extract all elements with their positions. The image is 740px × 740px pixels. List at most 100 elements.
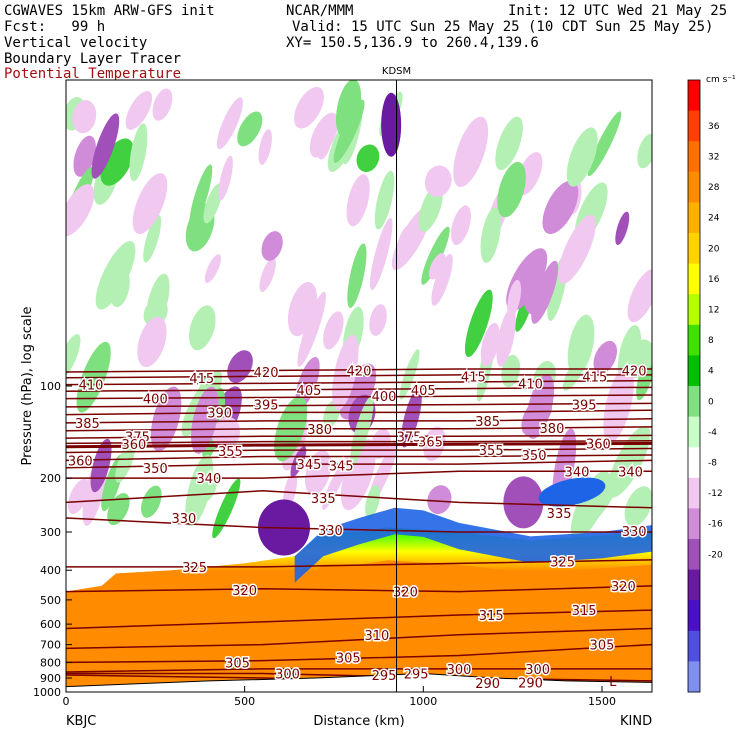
theta-label: 410: [79, 379, 104, 394]
header-line4-left: Boundary Layer Tracer: [4, 51, 182, 67]
theta-contour-395: [66, 402, 652, 408]
colorbar-swatch: [688, 630, 700, 662]
velocity-cell: [72, 100, 97, 134]
velocity-cell: [381, 92, 402, 157]
colorbar-tick-label: 12: [708, 306, 719, 316]
velocity-cell: [624, 486, 652, 527]
y-tick-label: 500: [40, 594, 61, 607]
velocity-cell: [97, 280, 115, 309]
theta-label: 300: [275, 667, 300, 682]
velocity-cell: [129, 123, 148, 182]
theta-label: 315: [479, 609, 504, 624]
colorbar-tick-label: 20: [708, 244, 720, 254]
theta-label: 305: [225, 656, 250, 671]
theta-contour-410: [66, 379, 652, 386]
theta-label: 360: [586, 437, 611, 452]
colorbar: 36 32 28 24 20 16 12 8 4 0 -4 -8 -12 -16 -20: [687, 79, 723, 693]
velocity-cell: [132, 173, 168, 235]
velocity-cell: [429, 252, 446, 280]
colorbar-frame: [687, 79, 701, 693]
colorbar-swatch: [688, 202, 700, 234]
colorbar-tick-label: -4: [708, 428, 717, 438]
velocity-cell: [189, 305, 216, 351]
theta-contour-400: [66, 394, 652, 400]
velocity-cell: [107, 493, 130, 526]
velocity-cell: [369, 304, 387, 336]
theta-label: 345: [329, 460, 354, 475]
theta-label: 385: [75, 417, 100, 432]
velocity-cell: [566, 127, 598, 187]
velocity-cell: [526, 374, 555, 439]
theta-label: 405: [297, 384, 322, 399]
colorbar-tick-label: 16: [708, 275, 720, 285]
theta-contour-390: [66, 409, 652, 416]
header-line1-left: CGWAVES 15km ARW-GFS init: [4, 3, 215, 19]
velocity-cell: [453, 116, 489, 187]
theta-contour-380: [66, 426, 652, 432]
velocity-cell: [365, 485, 381, 519]
x-tick-label: 0: [63, 695, 70, 708]
velocity-cell: [66, 334, 81, 381]
velocity-cell: [290, 446, 307, 477]
velocity-cell: [294, 86, 324, 129]
theta-contour-315: [66, 609, 652, 630]
theta-label: 340: [197, 472, 222, 487]
colorbar-tick-label: -20: [708, 550, 723, 560]
velocity-cell: [497, 161, 526, 218]
theta-contour-350: [66, 454, 652, 462]
velocity-cell: [212, 478, 241, 539]
y-tick-label: 900: [40, 672, 61, 685]
velocity-cell: [542, 180, 579, 235]
y-tick-label: 700: [40, 639, 61, 652]
velocity-cell: [567, 314, 595, 376]
header-line3-left: Vertical velocity: [4, 35, 148, 51]
theta-label: 330: [318, 524, 343, 539]
terrain: [66, 672, 652, 692]
theta-label: 295: [404, 667, 429, 682]
velocity-cell: [125, 91, 153, 130]
endpoint-right: KIND: [620, 714, 652, 729]
y-tick-label: 1000: [33, 686, 61, 699]
velocity-cell: [421, 226, 450, 285]
velocity-cell: [480, 207, 501, 263]
header-line2-right: Valid: 15 UTC Sun 25 May 25 (10 CDT Sun …: [292, 19, 714, 35]
pressure-low-annotation: L: [609, 675, 617, 690]
theta-contour-415: [66, 374, 652, 379]
theta-label: 330: [622, 525, 647, 540]
velocity-cell: [227, 350, 253, 383]
velocity-cell: [323, 311, 344, 350]
colorbar-swatch: [688, 324, 700, 356]
velocity-cell: [305, 450, 332, 496]
theta-label: 395: [254, 399, 279, 414]
velocity-cell: [261, 231, 283, 261]
theta-label: 355: [218, 445, 243, 460]
y-tick-label: 100: [40, 380, 61, 393]
colorbar-tick-label: 32: [708, 153, 719, 163]
theta-label: 390: [207, 406, 232, 421]
velocity-cell: [587, 111, 622, 177]
velocity-cell: [350, 396, 374, 466]
downdraft-blue-layer: [294, 507, 652, 583]
velocity-cell: [523, 279, 548, 315]
colorbar-swatch: [688, 233, 700, 265]
theta-contour-320: [66, 585, 652, 593]
velocity-cell: [593, 340, 618, 374]
velocity-cell: [431, 253, 453, 306]
velocity-cell: [143, 214, 162, 263]
colorbar-swatch: [688, 447, 700, 479]
velocity-cell: [464, 289, 493, 358]
theta-label: 340: [618, 465, 643, 480]
velocity-cell: [558, 214, 596, 284]
x-tick-label: 500: [234, 695, 255, 708]
velocity-cell: [495, 116, 523, 171]
theta-label: 330: [172, 512, 197, 527]
theta-contour-375: [66, 434, 652, 439]
colorbar-tick-label: -8: [708, 459, 717, 469]
theta-contour-420: [66, 368, 652, 373]
x-axis-label: Distance (km): [313, 714, 404, 729]
theta-contour-405: [66, 386, 652, 392]
velocity-cell: [369, 217, 393, 290]
